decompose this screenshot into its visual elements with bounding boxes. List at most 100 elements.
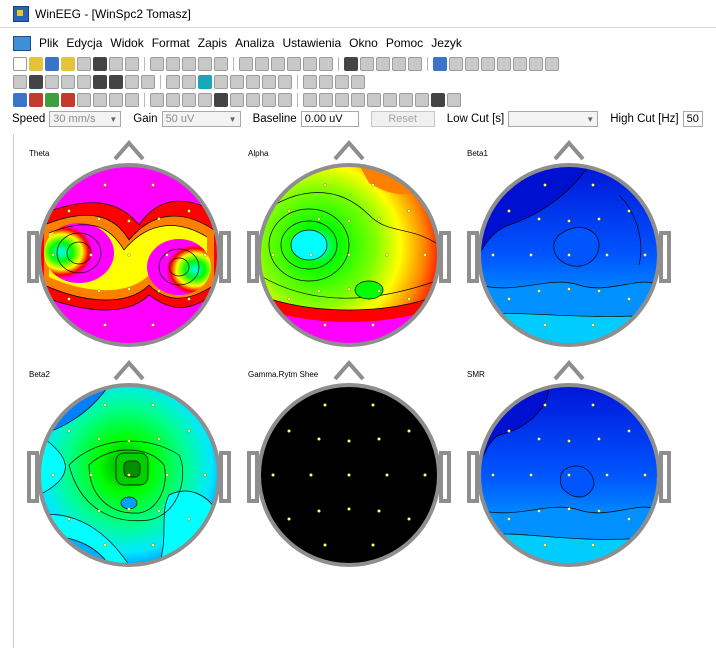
scale-icon[interactable] [278, 93, 292, 107]
low-cut-select[interactable]: ▼ [508, 111, 599, 127]
montage-edit-icon[interactable] [230, 75, 244, 89]
last-page-icon[interactable] [351, 75, 365, 89]
filter-list-icon[interactable] [408, 57, 422, 71]
wave-4-icon[interactable] [198, 93, 212, 107]
topography-icon[interactable] [214, 93, 228, 107]
paste-icon[interactable] [182, 57, 196, 71]
table-icon[interactable] [376, 57, 390, 71]
save-icon[interactable] [45, 57, 59, 71]
tilde-icon[interactable] [399, 93, 413, 107]
spectrum-icon[interactable] [13, 93, 27, 107]
coherence-icon[interactable] [109, 93, 123, 107]
menu-edycja[interactable]: Edycja [66, 36, 103, 50]
calibration-icon[interactable] [182, 75, 196, 89]
forward-icon[interactable] [45, 75, 59, 89]
color-map-icon[interactable] [61, 93, 75, 107]
print-2-icon[interactable] [447, 93, 461, 107]
start-stop-icon[interactable] [198, 75, 212, 89]
menu-zapis[interactable]: Zapis [197, 36, 228, 50]
tools-icon[interactable] [125, 75, 139, 89]
filter-icon[interactable] [271, 57, 285, 71]
print-preview-icon[interactable] [109, 57, 123, 71]
menu-jezyk[interactable]: Jezyk [431, 36, 462, 50]
menu-okno[interactable]: Okno [349, 36, 378, 50]
print-icon[interactable] [93, 57, 107, 71]
rectangle-icon[interactable] [77, 93, 91, 107]
window-2-icon[interactable] [465, 57, 479, 71]
range-icon[interactable] [278, 75, 292, 89]
first-page-icon[interactable] [303, 75, 317, 89]
sources-icon[interactable] [125, 93, 139, 107]
event-icon[interactable] [319, 57, 333, 71]
toolbar-separator [144, 93, 145, 107]
baseline-field[interactable]: 0.00 uV [300, 111, 359, 127]
label-delete-icon[interactable] [262, 75, 276, 89]
car-icon[interactable] [431, 93, 445, 107]
window-4-icon[interactable] [497, 57, 511, 71]
find-icon[interactable] [239, 57, 253, 71]
delete-icon[interactable] [214, 57, 228, 71]
menu-plik[interactable]: Plik [39, 36, 59, 50]
menu-widok[interactable]: Widok [110, 36, 144, 50]
window-1-icon[interactable] [449, 57, 463, 71]
topography-2-icon[interactable] [230, 93, 244, 107]
previous-page-icon[interactable] [319, 75, 333, 89]
map-gamma-label: Gamma.Rytm Shee [248, 370, 319, 379]
arrow-down-icon[interactable] [351, 93, 365, 107]
new-file-icon[interactable] [13, 57, 27, 71]
menu-ustawienia[interactable]: Ustawienia [282, 36, 342, 50]
window-5-icon[interactable] [513, 57, 527, 71]
speed-select[interactable]: 30 mm/s ▼ [49, 111, 122, 127]
cut-icon[interactable] [166, 57, 180, 71]
window-6-icon[interactable] [529, 57, 543, 71]
reset-button[interactable]: Reset [370, 111, 435, 127]
grid-icon[interactable] [392, 57, 406, 71]
monitor-icon[interactable] [93, 75, 107, 89]
sum-icon[interactable] [246, 93, 260, 107]
photo-stimulation-icon[interactable] [141, 75, 155, 89]
save-all-icon[interactable] [61, 57, 75, 71]
montage-icon[interactable] [287, 57, 301, 71]
document-icon[interactable] [13, 35, 31, 51]
epoch-icon[interactable] [433, 57, 447, 71]
percent-icon[interactable] [93, 93, 107, 107]
channel-icon[interactable] [303, 57, 317, 71]
wave-2-icon[interactable] [166, 93, 180, 107]
menu-format[interactable]: Format [151, 36, 190, 50]
wave-3-icon[interactable] [182, 93, 196, 107]
undo-icon[interactable] [150, 57, 164, 71]
list-icon[interactable] [303, 93, 317, 107]
high-cut-field[interactable]: 50 [682, 111, 703, 127]
clipboard-icon[interactable] [198, 57, 212, 71]
label-edit-icon[interactable] [246, 75, 260, 89]
wave-1-icon[interactable] [150, 93, 164, 107]
window-3-icon[interactable] [481, 57, 495, 71]
marker-icon[interactable] [255, 57, 269, 71]
dc-icon[interactable] [166, 75, 180, 89]
stop-icon[interactable] [77, 75, 91, 89]
f-icon[interactable] [383, 93, 397, 107]
copy-icon[interactable] [77, 57, 91, 71]
open-folder-icon[interactable] [29, 57, 43, 71]
window-7-icon[interactable] [545, 57, 559, 71]
menu-analiza[interactable]: Analiza [235, 36, 275, 50]
record-icon[interactable] [29, 75, 43, 89]
gain-select[interactable]: 50 uV ▼ [161, 111, 241, 127]
properties-icon[interactable] [125, 57, 139, 71]
play-icon[interactable] [13, 75, 27, 89]
map-icon[interactable] [45, 93, 59, 107]
timeline-icon[interactable] [262, 93, 276, 107]
marker-insert-icon[interactable] [214, 75, 228, 89]
next-page-icon[interactable] [335, 75, 349, 89]
line-icon[interactable] [360, 57, 374, 71]
n-icon[interactable] [367, 93, 381, 107]
settings-2-icon[interactable] [415, 93, 429, 107]
arrow-up-icon[interactable] [335, 93, 349, 107]
head-outline [257, 163, 441, 347]
impedance-icon[interactable] [109, 75, 123, 89]
sort-icon[interactable] [319, 93, 333, 107]
bar-chart-icon[interactable] [29, 93, 43, 107]
menu-pomoc[interactable]: Pomoc [385, 36, 424, 50]
select-icon[interactable] [344, 57, 358, 71]
pause-icon[interactable] [61, 75, 75, 89]
